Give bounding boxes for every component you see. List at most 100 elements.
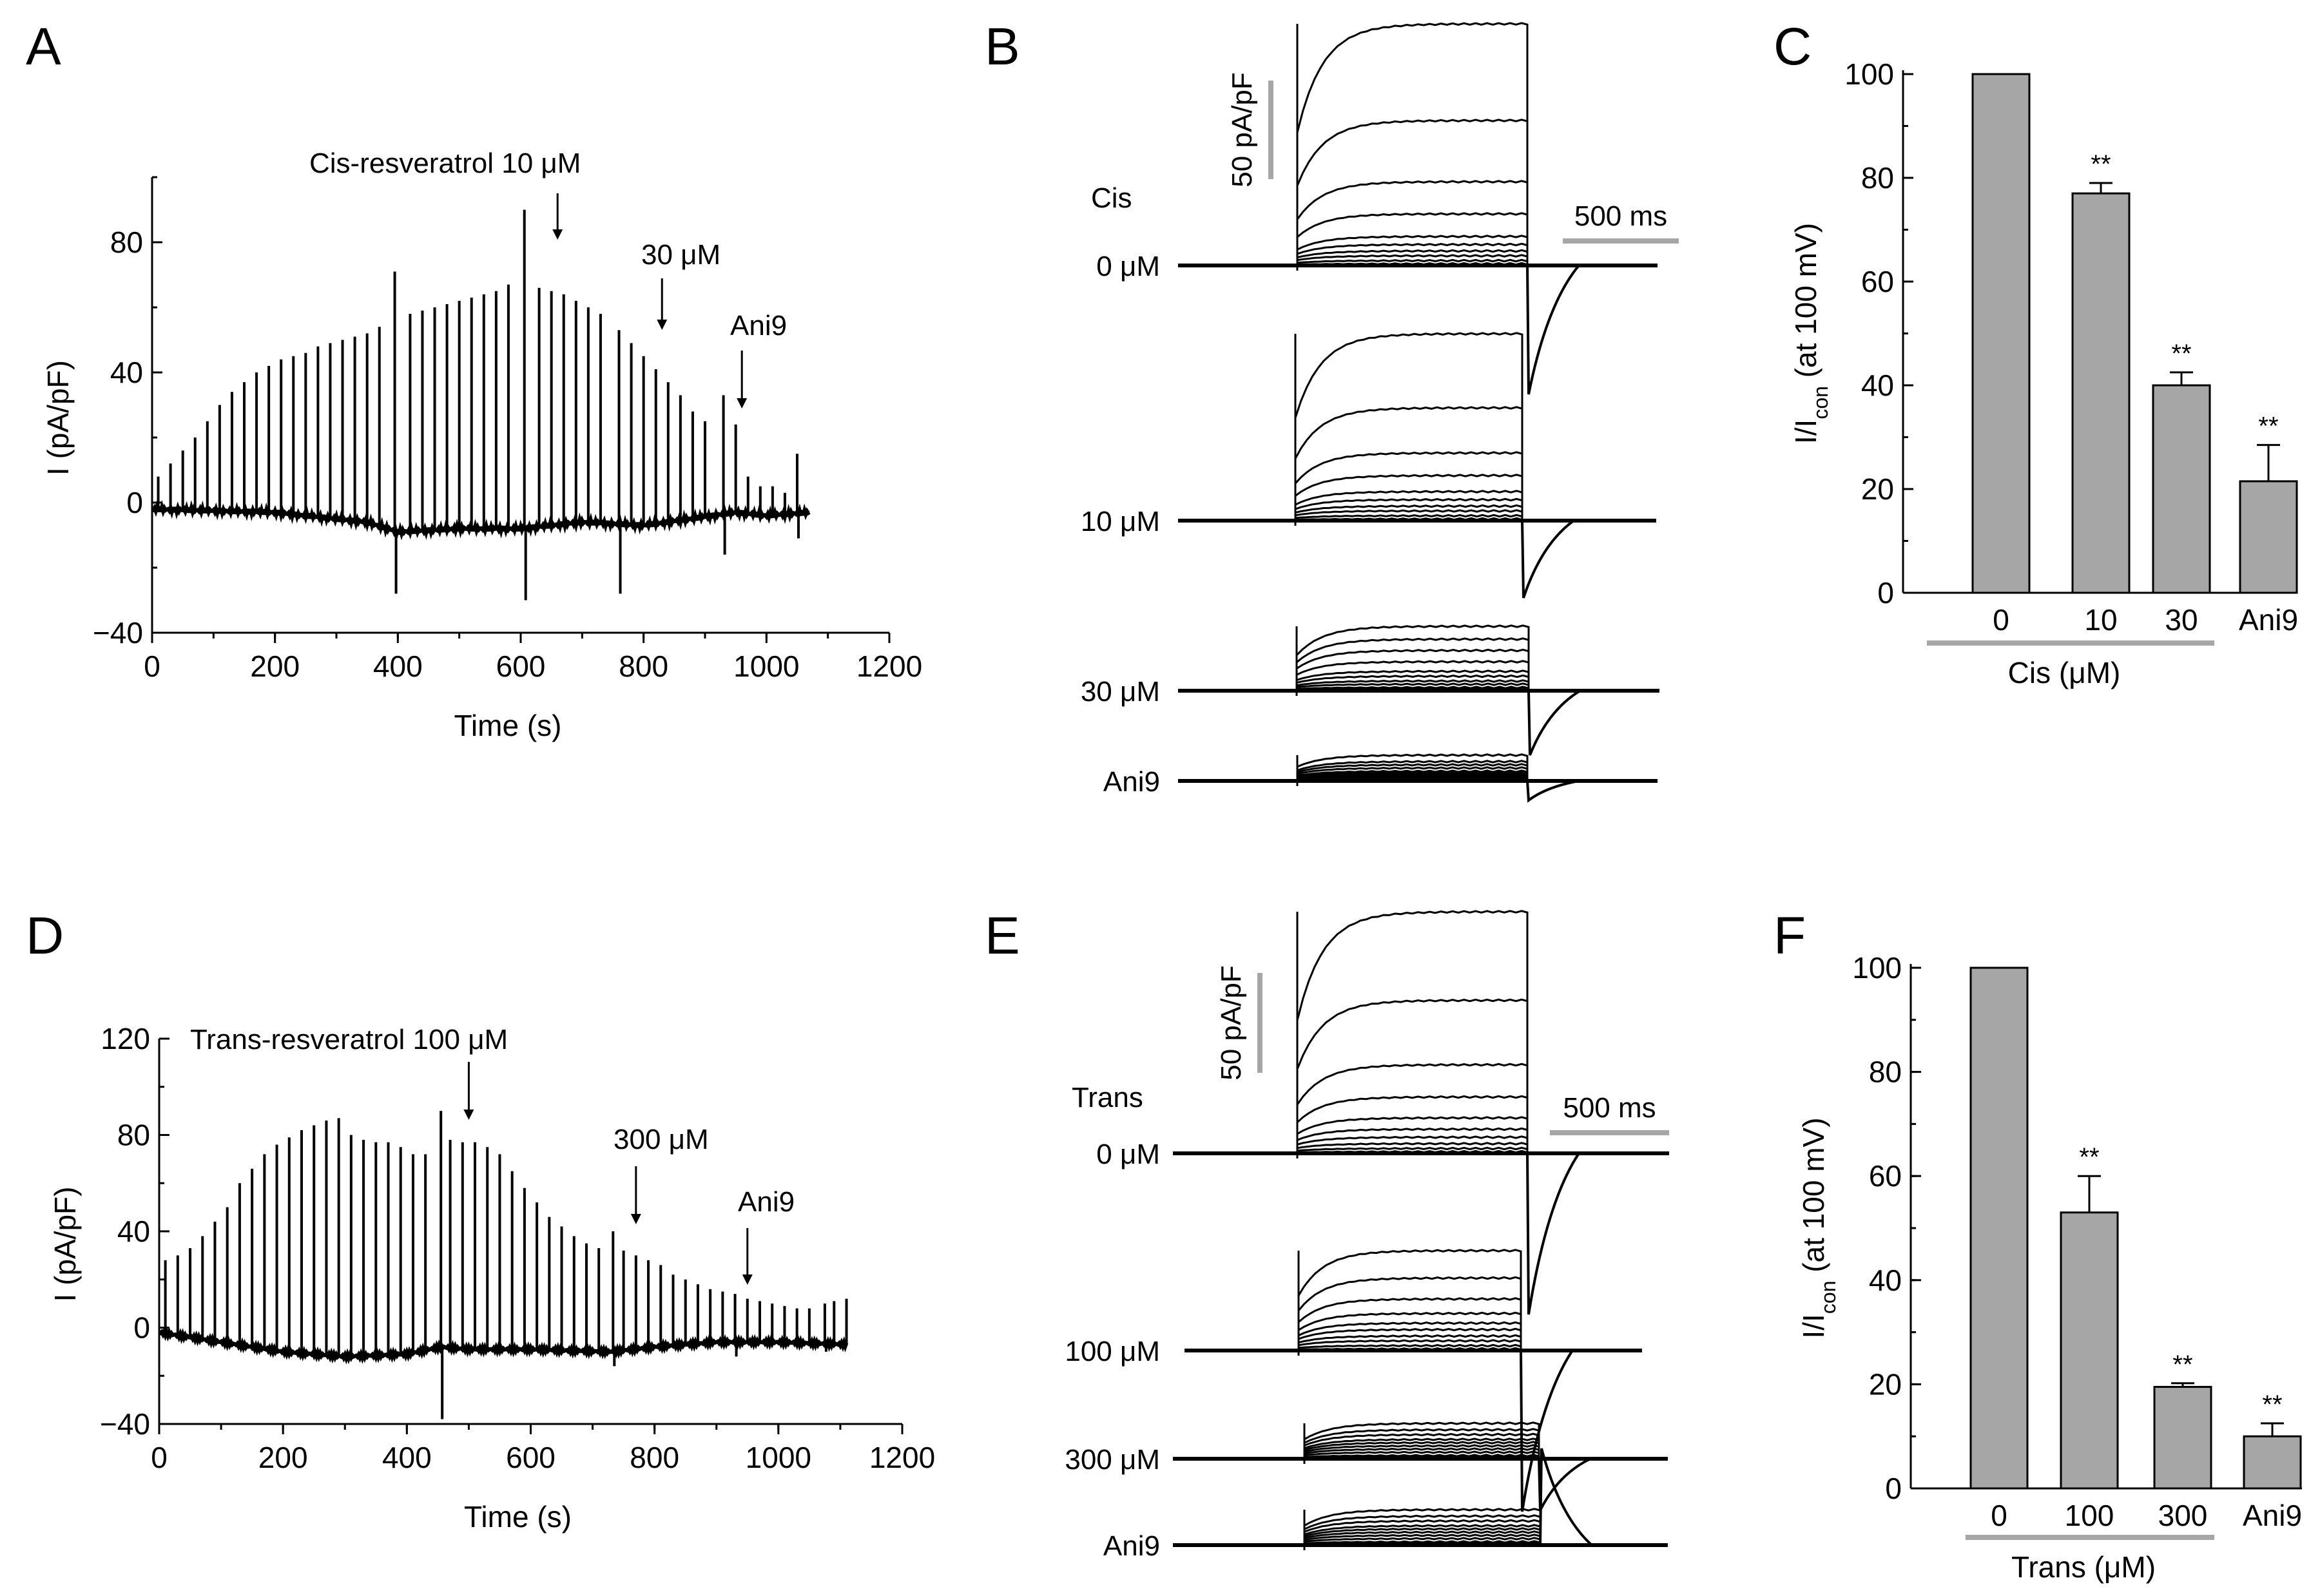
current-sweep bbox=[1294, 509, 1523, 521]
x-tick-label: 0 bbox=[144, 649, 160, 683]
current-sweep bbox=[1294, 332, 1523, 521]
x-tick-label: 10 bbox=[2084, 603, 2117, 637]
current-sweep bbox=[1294, 517, 1523, 521]
current-sweep bbox=[1296, 1116, 1529, 1153]
x-axis-label: Time (s) bbox=[454, 709, 562, 742]
current-sweep bbox=[1303, 1441, 1540, 1459]
y-tick-label: 60 bbox=[1861, 265, 1894, 298]
current-sweep bbox=[1303, 1524, 1542, 1545]
bar bbox=[1969, 966, 2029, 1490]
x-tick-label: 100 bbox=[2065, 1499, 2114, 1532]
annotation-arrow-head bbox=[552, 229, 563, 240]
y-tick-label: −40 bbox=[100, 1407, 150, 1441]
condition-label: 100 μM bbox=[1065, 1336, 1160, 1367]
bar bbox=[2071, 192, 2131, 594]
condition-label: 30 μM bbox=[1081, 676, 1160, 707]
current-sweep bbox=[1297, 1311, 1522, 1351]
annotation-label: Trans-resveratrol 100 μM bbox=[190, 1024, 508, 1055]
annotation-arrow-head bbox=[463, 1110, 474, 1120]
current-sweep bbox=[1303, 1450, 1540, 1459]
current-sweep bbox=[1296, 1095, 1529, 1153]
y-tick-label: 120 bbox=[101, 1022, 150, 1055]
bar bbox=[2153, 1385, 2212, 1490]
current-sweep bbox=[1303, 1527, 1542, 1545]
y-tick-label: 40 bbox=[1869, 1264, 1902, 1297]
panel-e-current-traces: 0 μM 100 μM 300 μM Ani9 50 pA/pF 500 ms Trans bbox=[1065, 910, 1669, 1562]
baseline-trace bbox=[158, 1325, 849, 1365]
current-sweep bbox=[1297, 1334, 1522, 1351]
significance-label: ** bbox=[2091, 150, 2111, 178]
current-sweep bbox=[1296, 1146, 1529, 1153]
current-sweep bbox=[1303, 1537, 1542, 1545]
bar bbox=[2060, 1211, 2119, 1490]
current-sweep bbox=[1296, 119, 1529, 265]
current-sweep bbox=[1303, 1447, 1540, 1459]
panel-f-bar-chart: 0 20 40 60 80 100 I/Icon (at 100 mV) 0 ** 100 ** 30… bbox=[1797, 951, 2302, 1584]
tail-current bbox=[1527, 689, 1581, 756]
y-axis-label-suffix: (at 100 mV) bbox=[1797, 1117, 1830, 1280]
current-sweep bbox=[1297, 1321, 1522, 1351]
x-tick-label: 1000 bbox=[746, 1441, 811, 1474]
current-sweep bbox=[1296, 242, 1529, 265]
current-sweep bbox=[1294, 451, 1523, 521]
current-sweep bbox=[1297, 1327, 1522, 1351]
x-tick-label: Ani9 bbox=[2239, 603, 2298, 637]
annotation-label: Ani9 bbox=[738, 1186, 795, 1218]
current-sweep bbox=[1296, 254, 1529, 265]
panel-label-e: E bbox=[985, 907, 1020, 965]
current-sweep bbox=[1296, 773, 1529, 781]
condition-label: 0 μM bbox=[1096, 1139, 1160, 1170]
panel-label-b: B bbox=[985, 17, 1020, 76]
y-tick-label: 20 bbox=[1861, 472, 1894, 506]
y-tick-label: 80 bbox=[117, 1119, 150, 1152]
bar bbox=[2152, 384, 2211, 594]
current-sweep bbox=[1303, 1541, 1542, 1546]
current-sweep bbox=[1297, 1339, 1522, 1351]
baseline-trace bbox=[151, 499, 811, 542]
current-sweep bbox=[1296, 763, 1529, 781]
x-tick-label: 1200 bbox=[856, 649, 922, 683]
current-sweep bbox=[1303, 1514, 1542, 1545]
current-sweep bbox=[1295, 687, 1530, 691]
current-sweep bbox=[1296, 1149, 1529, 1154]
bar bbox=[1971, 73, 2031, 594]
current-sweep bbox=[1303, 1519, 1542, 1545]
current-sweep bbox=[1303, 1530, 1542, 1545]
panel-b-current-traces: 0 μM 10 μM 30 μM Ani9 50 pA/pF 500 ms Cis bbox=[1081, 22, 1679, 803]
group-label: Cis (μM) bbox=[2008, 656, 2121, 689]
x-tick-label: Ani9 bbox=[2243, 1499, 2302, 1532]
panel-label-a: A bbox=[26, 17, 61, 76]
current-sweep bbox=[1303, 1534, 1542, 1545]
y-axis-label: I/Icon (at 100 mV) bbox=[1797, 1117, 1840, 1338]
current-sweep bbox=[1296, 998, 1529, 1153]
current-sweep bbox=[1303, 1540, 1542, 1545]
tail-current bbox=[1526, 780, 1580, 803]
x-tick-label: 30 bbox=[2165, 603, 2198, 637]
tail-current bbox=[1520, 1349, 1574, 1512]
current-sweep bbox=[1294, 504, 1523, 521]
current-sweep bbox=[1296, 235, 1529, 265]
annotation-arrow-head bbox=[737, 398, 748, 409]
current-sweep bbox=[1297, 1249, 1522, 1351]
annotation-arrow-head bbox=[630, 1214, 641, 1224]
tail-current bbox=[1539, 1448, 1593, 1546]
x-tick-label: 0 bbox=[151, 1441, 168, 1474]
current-sweep bbox=[1294, 406, 1523, 521]
x-axis-label: Time (s) bbox=[464, 1500, 572, 1534]
current-sweep bbox=[1296, 769, 1529, 781]
condition-label: Ani9 bbox=[1103, 1530, 1160, 1562]
tail-current bbox=[1526, 1152, 1580, 1315]
panel-label-d: D bbox=[26, 907, 64, 965]
x-tick-label: 1200 bbox=[869, 1441, 935, 1474]
x-tick-label: 800 bbox=[630, 1441, 679, 1474]
condition-label: 300 μM bbox=[1065, 1444, 1160, 1476]
current-sweep bbox=[1303, 1421, 1540, 1459]
current-sweep bbox=[1296, 22, 1529, 265]
x-tick-label: 600 bbox=[506, 1441, 556, 1474]
panel-c-bar-chart: 0 20 40 60 80 100 I/Icon (at 100 mV) 0 ** 10 ** 30 *… bbox=[1789, 57, 2298, 689]
y-tick-label: 40 bbox=[117, 1215, 150, 1248]
y-tick-label: 80 bbox=[1861, 161, 1894, 195]
y-axis-label-sub: con bbox=[1809, 386, 1832, 419]
current-sweep bbox=[1297, 1347, 1522, 1351]
